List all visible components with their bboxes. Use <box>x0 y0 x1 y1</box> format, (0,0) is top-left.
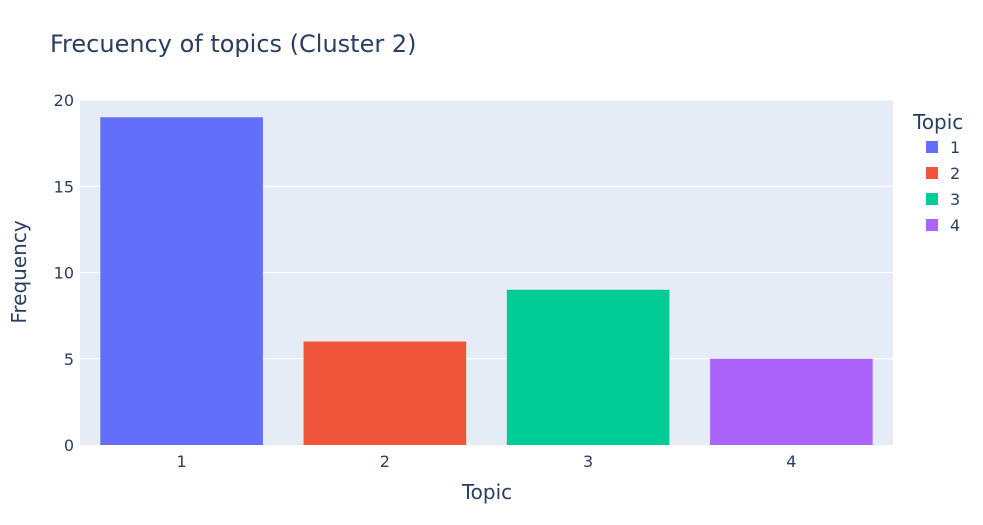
legend-label: 2 <box>950 164 960 183</box>
y-tick-label: 10 <box>54 264 74 283</box>
bar-topic-2[interactable] <box>303 341 467 446</box>
legend-items: 1 2 3 4 <box>926 138 960 235</box>
legend-title: Topic <box>912 110 963 134</box>
bars <box>100 117 873 446</box>
legend-swatch[interactable] <box>926 219 938 231</box>
y-tick-label: 0 <box>64 436 74 455</box>
bar-topic-1[interactable] <box>100 117 263 445</box>
legend-label: 3 <box>950 190 960 209</box>
y-tick-labels: 0 5 10 15 20 <box>54 91 74 455</box>
legend-label: 1 <box>950 138 960 157</box>
bar-topic-4[interactable] <box>710 358 873 445</box>
bar-topic-3[interactable] <box>506 289 670 445</box>
x-tick-label: 2 <box>380 452 390 471</box>
legend-swatch[interactable] <box>926 141 938 153</box>
y-tick-label: 15 <box>54 177 74 196</box>
x-tick-label: 3 <box>583 452 593 471</box>
x-tick-label: 4 <box>786 452 796 471</box>
legend: Topic 1 2 3 4 <box>912 110 963 235</box>
y-axis-title: Frequency <box>7 220 31 323</box>
legend-label: 4 <box>950 216 960 235</box>
legend-swatch[interactable] <box>926 193 938 205</box>
x-tick-labels: 1 2 3 4 <box>177 452 797 471</box>
y-tick-label: 20 <box>54 91 74 110</box>
x-axis-title: Topic <box>461 480 512 504</box>
x-tick-label: 1 <box>177 452 187 471</box>
y-tick-label: 5 <box>64 350 74 369</box>
chart-title: Frecuency of topics (Cluster 2) <box>50 30 416 58</box>
legend-swatch[interactable] <box>926 167 938 179</box>
